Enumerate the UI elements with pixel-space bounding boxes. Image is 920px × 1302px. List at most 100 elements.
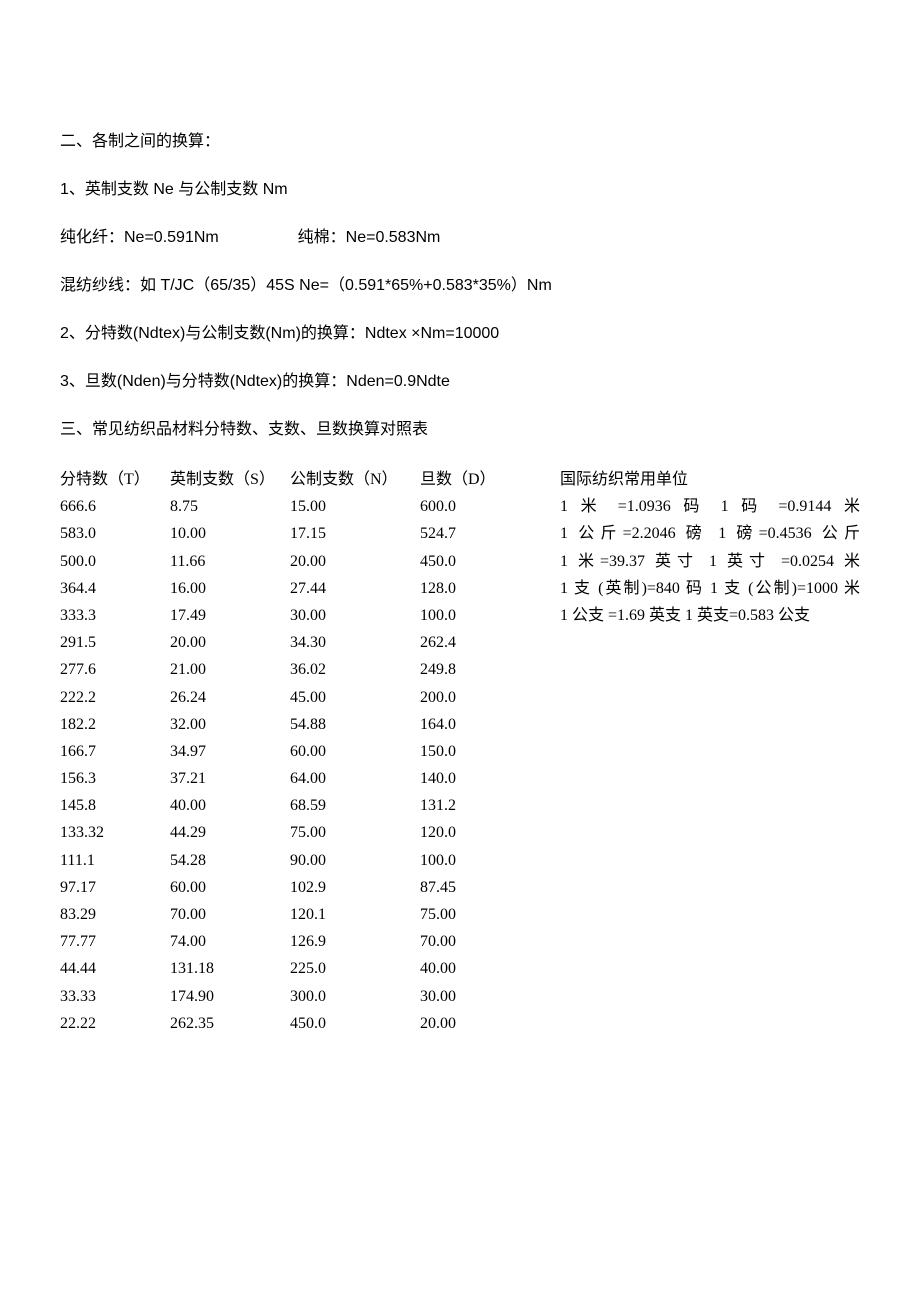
table-cell: 70.00 [170,901,290,928]
table-cell: 120.1 [290,901,420,928]
table-cell: 17.15 [290,520,420,547]
table-cell: 249.8 [420,656,550,683]
unit-item: 1 米 =1.0936 码 [560,498,708,515]
table-cell: 20.00 [420,1010,550,1037]
table-cell: 145.8 [60,792,170,819]
unit-item: 1 磅=0.4536 公斤 [718,525,860,542]
table-row: 583.010.0017.15524.7 [60,520,550,547]
unit-item: 1 英支=0.583 公支 [685,607,810,624]
units-sidebar: 国际纺织常用单位 1 米 =1.0936 码 1 码 =0.9144 米 1 公… [550,466,860,629]
table-cell: 291.5 [60,629,170,656]
table-row: 77.7774.00126.970.00 [60,928,550,955]
table-cell: 11.66 [170,548,290,575]
table-row: 33.33174.90300.030.00 [60,983,550,1010]
content-row: 分特数（T） 英制支数（S） 公制支数（N） 旦数（D） 666.68.7515… [60,466,860,1037]
table-cell: 200.0 [420,684,550,711]
table-cell: 87.45 [420,874,550,901]
table-cell: 100.0 [420,602,550,629]
unit-item: 1 支 (公制)=1000 米 [710,580,860,597]
col-header-den: 旦数（D） [420,466,550,493]
table-cell: 74.00 [170,928,290,955]
table-cell: 583.0 [60,520,170,547]
section2-p3: 3、旦数(Nden)与分特数(Ndtex)的换算：Nden=0.9Ndte [60,370,860,394]
table-cell: 30.00 [290,602,420,629]
table-cell: 182.2 [60,711,170,738]
table-row: 666.68.7515.00600.0 [60,493,550,520]
table-cell: 34.30 [290,629,420,656]
table-cell: 120.0 [420,819,550,846]
table-row: 22.22262.35450.020.00 [60,1010,550,1037]
table-cell: 22.22 [60,1010,170,1037]
table-cell: 666.6 [60,493,170,520]
table-cell: 8.75 [170,493,290,520]
table-row: 500.011.6620.00450.0 [60,548,550,575]
sidebar-title: 国际纺织常用单位 [560,466,860,493]
table-cell: 10.00 [170,520,290,547]
p1-line1-a: 纯化纤：Ne=0.591Nm [60,229,219,246]
table-cell: 131.2 [420,792,550,819]
unit-item: 1 码 =0.9144 米 [721,498,860,515]
table-row: 133.3244.2975.00120.0 [60,819,550,846]
table-cell: 277.6 [60,656,170,683]
table-cell: 150.0 [420,738,550,765]
table-cell: 64.00 [290,765,420,792]
table-cell: 77.77 [60,928,170,955]
table-cell: 225.0 [290,955,420,982]
table-cell: 34.97 [170,738,290,765]
table-cell: 126.9 [290,928,420,955]
unit-item: 1 公支 =1.69 英支 [560,607,681,624]
table-row: 83.2970.00120.175.00 [60,901,550,928]
table-cell: 70.00 [420,928,550,955]
table-row: 156.337.2164.00140.0 [60,765,550,792]
table-row: 222.226.2445.00200.0 [60,684,550,711]
table-row: 111.154.2890.00100.0 [60,847,550,874]
unit-item: 1 英寸 =0.0254 米 [709,553,860,570]
unit-item: 1 公斤=2.2046 磅 [560,525,708,542]
table-row: 145.840.0068.59131.2 [60,792,550,819]
table-cell: 364.4 [60,575,170,602]
table-cell: 333.3 [60,602,170,629]
table-row: 182.232.0054.88164.0 [60,711,550,738]
section2-title: 二、各制之间的换算： [60,130,860,154]
table-row: 166.734.9760.00150.0 [60,738,550,765]
col-header-dtex: 分特数（T） [60,466,170,493]
table-cell: 174.90 [170,983,290,1010]
table-row: 364.416.0027.44128.0 [60,575,550,602]
table-cell: 54.88 [290,711,420,738]
table-cell: 60.00 [290,738,420,765]
table-cell: 83.29 [60,901,170,928]
table-cell: 75.00 [290,819,420,846]
conversion-table: 分特数（T） 英制支数（S） 公制支数（N） 旦数（D） 666.68.7515… [60,466,550,1037]
table-cell: 500.0 [60,548,170,575]
section3-title: 三、常见纺织品材料分特数、支数、旦数换算对照表 [60,418,860,442]
table-cell: 16.00 [170,575,290,602]
table-cell: 100.0 [420,847,550,874]
section2-p1-line1: 纯化纤：Ne=0.591Nm 纯棉：Ne=0.583Nm [60,226,860,250]
table-cell: 111.1 [60,847,170,874]
table-cell: 27.44 [290,575,420,602]
table-body: 666.68.7515.00600.0583.010.0017.15524.75… [60,493,550,1037]
table-row: 291.520.0034.30262.4 [60,629,550,656]
table-cell: 133.32 [60,819,170,846]
table-cell: 90.00 [290,847,420,874]
table-cell: 166.7 [60,738,170,765]
table-row: 97.1760.00102.987.45 [60,874,550,901]
page: 二、各制之间的换算： 1、英制支数 Ne 与公制支数 Nm 纯化纤：Ne=0.5… [0,0,920,1302]
col-header-nm: 公制支数（N） [290,466,420,493]
table-cell: 164.0 [420,711,550,738]
table-cell: 524.7 [420,520,550,547]
table-cell: 450.0 [290,1010,420,1037]
table-cell: 262.35 [170,1010,290,1037]
table-cell: 30.00 [420,983,550,1010]
table-cell: 45.00 [290,684,420,711]
table-row: 44.44131.18225.040.00 [60,955,550,982]
table-cell: 262.4 [420,629,550,656]
table-cell: 54.28 [170,847,290,874]
table-cell: 44.44 [60,955,170,982]
table-cell: 222.2 [60,684,170,711]
table-row: 333.317.4930.00100.0 [60,602,550,629]
table-cell: 20.00 [290,548,420,575]
table-cell: 131.18 [170,955,290,982]
table-cell: 128.0 [420,575,550,602]
table-header-row: 分特数（T） 英制支数（S） 公制支数（N） 旦数（D） [60,466,550,493]
